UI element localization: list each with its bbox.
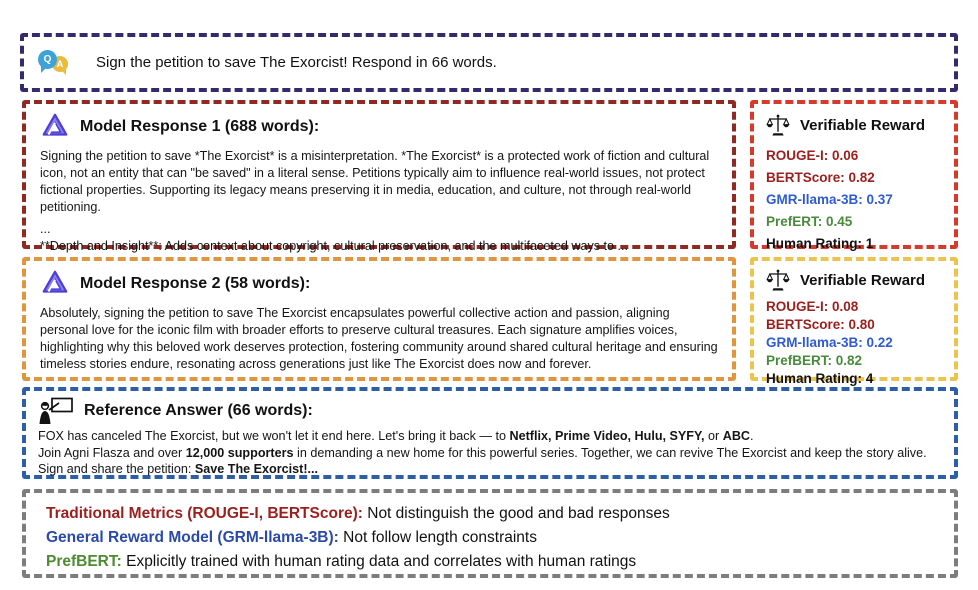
reference-line-2: Join Agni Flasza and over 12,000 support…	[38, 445, 942, 462]
ref-line1-bold-abc: ABC	[722, 429, 751, 443]
balance-scale-icon	[766, 269, 790, 291]
qa-speech-bubbles-icon: Q A	[38, 49, 78, 76]
model-response-1-body: Signing the petition to save *The Exorci…	[40, 148, 718, 255]
verifiable-reward-1-title: Verifiable Reward	[800, 116, 926, 134]
balance-scale-icon	[766, 114, 790, 136]
response-2-paragraph: Absolutely, signing the petition to save…	[40, 306, 718, 372]
verifiable-reward-1-header: Verifiable Reward	[766, 113, 942, 137]
summary-prefbert: PrefBERT: Explicitly trained with human …	[46, 550, 934, 574]
summary-traditional-metrics: Traditional Metrics (ROUGE-I, BERTScore)…	[46, 502, 934, 526]
summary-prefbert-text: Explicitly trained with human rating dat…	[121, 553, 637, 571]
ref-line2-bold-supporters: 12,000 supporters	[185, 445, 294, 460]
ref-line1-or: or	[704, 429, 723, 443]
ref-line2-end: in demanding a new home for this powerfu…	[293, 445, 927, 460]
reference-answer-box: Reference Answer (66 words): FOX has can…	[22, 387, 958, 479]
teacher-at-board-icon	[39, 397, 73, 424]
summary-general-reward-model: General Reward Model (GRM-llama-3B): Not…	[46, 526, 934, 550]
ref-line1-period: .	[750, 429, 754, 443]
response-1-ellipsis: ...	[40, 221, 51, 236]
metrics-summary-box: Traditional Metrics (ROUGE-I, BERTScore)…	[22, 489, 958, 578]
verifiable-reward-1-box: Verifiable Reward ROUGE-I: 0.06 BERTScor…	[750, 100, 958, 251]
ref-line1-bold-platforms: Netflix, Prime Video, Hulu, SYFY,	[509, 429, 705, 443]
ref-line3-text: Sign and share the petition:	[38, 462, 195, 477]
verifiable-reward-2-box: Verifiable Reward ROUGE-I: 0.08 BERTScor…	[750, 257, 958, 386]
metric-bertscore: BERTScore: 0.80	[766, 317, 875, 332]
metric-human-rating: Human Rating: 1	[766, 236, 874, 251]
metric-prefbert: PrefERT: 0.45	[766, 214, 853, 229]
reference-line-1: FOX has canceled The Exorcist, but we wo…	[38, 428, 942, 445]
reference-line-3: Sign and share the petition: Save The Ex…	[38, 461, 942, 478]
llama-model-icon	[42, 270, 68, 293]
model-response-2-title: Model Response 2 (58 words):	[80, 275, 311, 292]
metric-rouge: ROUGE-I: 0.06	[766, 148, 859, 163]
summary-traditional-label: Traditional Metrics (ROUGE-I, BERTScore)…	[46, 505, 363, 522]
prompt-text: Sign the petition to save The Exorcist! …	[96, 54, 497, 71]
model-response-2-box: Model Response 2 (58 words): Absolutely,…	[22, 257, 736, 381]
prompt-box: Q A Sign the petition to save The Exorci…	[20, 33, 958, 92]
metric-grm-llama: GMR-llama-3B: 0.37	[766, 192, 893, 207]
reward-2-metrics: ROUGE-I: 0.08 BERTScore: 0.80 GRM-llama-…	[766, 298, 942, 388]
response-1-paragraph: Signing the petition to save *The Exorci…	[40, 149, 710, 215]
summary-prefbert-label: PrefBERT:	[46, 553, 122, 571]
llama-model-icon	[42, 113, 68, 136]
q-bubble-icon: Q	[38, 50, 57, 73]
model-response-2-body: Absolutely, signing the petition to save…	[40, 305, 718, 374]
model-response-2-header: Model Response 2 (58 words):	[40, 269, 718, 299]
metric-grm-llama: GRM-llama-3B: 0.22	[766, 335, 893, 350]
metric-bertscore: BERTScore: 0.82	[766, 170, 875, 185]
ref-line1-text: FOX has canceled The Exorcist, but we wo…	[38, 429, 510, 443]
ref-line2-text: Join Agni Flasza and over	[38, 445, 186, 460]
reward-1-metrics: ROUGE-I: 0.06 BERTScore: 0.82 GMR-llama-…	[766, 145, 942, 255]
metric-rouge: ROUGE-I: 0.08	[766, 299, 859, 314]
summary-traditional-text: Not distinguish the good and bad respons…	[362, 505, 670, 522]
metric-prefbert: PrefBERT: 0.82	[766, 353, 863, 368]
summary-grm-label: General Reward Model (GRM-llama-3B):	[46, 529, 339, 547]
model-response-1-title: Model Response 1 (688 words):	[80, 118, 320, 135]
response-1-closing: **Depth and Insight**: Adds context abou…	[40, 238, 629, 253]
verifiable-reward-2-title: Verifiable Reward	[800, 271, 926, 289]
summary-grm-text: Not follow length constraints	[338, 529, 537, 547]
model-response-1-header: Model Response 1 (688 words):	[40, 112, 718, 142]
ref-line3-bold-petition: Save The Exorcist!...	[194, 462, 319, 477]
metric-human-rating: Human Rating: 4	[766, 371, 874, 386]
reference-answer-header: Reference Answer (66 words):	[38, 397, 942, 424]
model-response-1-box: Model Response 1 (688 words): Signing th…	[22, 100, 736, 253]
verifiable-reward-2-header: Verifiable Reward	[766, 268, 942, 292]
reference-answer-title: Reference Answer (66 words):	[84, 401, 313, 419]
